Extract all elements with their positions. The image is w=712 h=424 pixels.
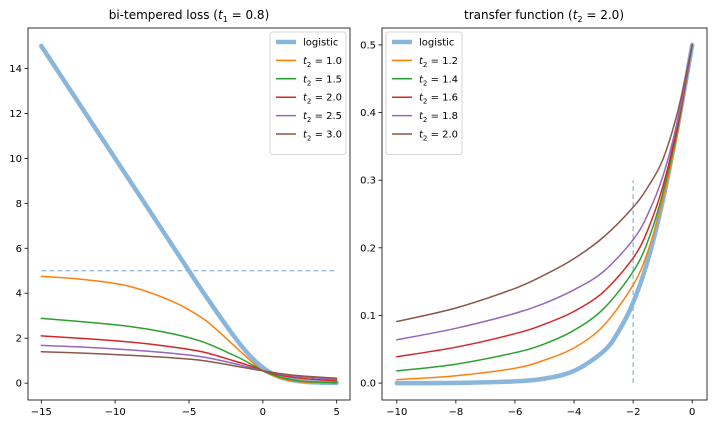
plot-content: [39, 43, 339, 386]
legend: logistic t2 = 1.2 t2 = 1.4 t2 = 1.6 t2 = 1.8…: [385, 31, 463, 155]
x-tick-label: −8: [448, 407, 463, 418]
x-tick-label: −5: [182, 407, 197, 418]
left-plot-area: −15 −10 −5 0 5 0 2 4 6 8 10 12 14 logistic t2 = 1.0 t2 …: [9, 27, 351, 418]
series-curve-1-2: [396, 44, 693, 381]
series-curve-1-5: [40, 317, 338, 384]
series-curve-2-0: [396, 44, 693, 323]
y-tick-label: 12: [9, 109, 22, 120]
right-chart: transfer function (t2 = 2.0) −10 −8 −6 −4 −2…: [360, 8, 708, 418]
legend: logistic t2 = 1.0 t2 = 1.5 t2 = 2.0 t2 = 2.5…: [269, 31, 347, 155]
legend-label: t2 = 1.8: [419, 111, 458, 124]
x-tick-label: −10: [105, 407, 126, 418]
axes-frame: [381, 27, 708, 401]
y-tick-label: 6: [16, 244, 22, 255]
x-tick-label: 0: [260, 407, 266, 418]
right-plot-area: −10 −8 −6 −4 −2 0 0.0 0.1 0.2 0.3 0.4 0.5 logistic t2…: [360, 27, 708, 418]
legend-label: t2 = 2.5: [303, 111, 342, 124]
x-tick-label: −10: [386, 407, 407, 418]
legend-label: logistic: [303, 38, 338, 49]
legend-label: t2 = 3.0: [303, 130, 342, 143]
legend-label: t2 = 1.2: [419, 56, 458, 69]
x-tick-label: 0: [689, 407, 695, 418]
y-tick-label: 0: [16, 379, 22, 390]
y-tick-label: 0.2: [360, 243, 376, 254]
legend-label: t2 = 2.0: [419, 130, 458, 143]
x-tick-label: −15: [31, 407, 52, 418]
series-curve-2-0: [40, 335, 338, 382]
series-curve-3-0: [40, 350, 338, 379]
left-chart-title: bi-tempered loss (t1 = 0.8): [109, 8, 270, 24]
plot-content: [394, 42, 695, 386]
legend-label: t2 = 1.6: [419, 93, 458, 106]
y-tick-label: 4: [16, 289, 22, 300]
x-tick-label: −2: [626, 407, 641, 418]
left-chart: bi-tempered loss (t1 = 0.8) −15 −10 −5 0 5 0 2…: [9, 8, 351, 418]
y-tick-label: 10: [9, 154, 22, 165]
right-chart-title: transfer function (t2 = 2.0): [464, 8, 624, 24]
y-tick-label: 0.1: [360, 311, 376, 322]
series-curve-1-8: [396, 44, 693, 341]
y-tick-label: 8: [16, 199, 22, 210]
series-curve-2-5: [40, 344, 338, 381]
legend-label: t2 = 1.5: [303, 74, 342, 87]
series-curve-1-0: [40, 275, 338, 384]
y-tick-label: 2: [16, 334, 22, 345]
legend-box: [385, 31, 463, 155]
x-tick-label: 5: [334, 407, 340, 418]
x-tick-label: −4: [567, 407, 582, 418]
series-curve-1-6: [396, 44, 693, 358]
y-tick-label: 0.4: [360, 108, 376, 119]
x-tick-label: −6: [508, 407, 523, 418]
legend-label: t2 = 2.0: [303, 93, 342, 106]
y-tick-label: 0.0: [360, 379, 376, 390]
y-tick-label: 0.5: [360, 40, 376, 51]
y-tick-label: 14: [9, 64, 22, 75]
y-tick-label: 0.3: [360, 176, 376, 187]
legend-label: logistic: [419, 38, 454, 49]
legend-box: [269, 31, 347, 155]
series-curve-1-4: [396, 44, 693, 372]
legend-label: t2 = 1.4: [419, 74, 458, 87]
legend-label: t2 = 1.0: [303, 56, 342, 69]
